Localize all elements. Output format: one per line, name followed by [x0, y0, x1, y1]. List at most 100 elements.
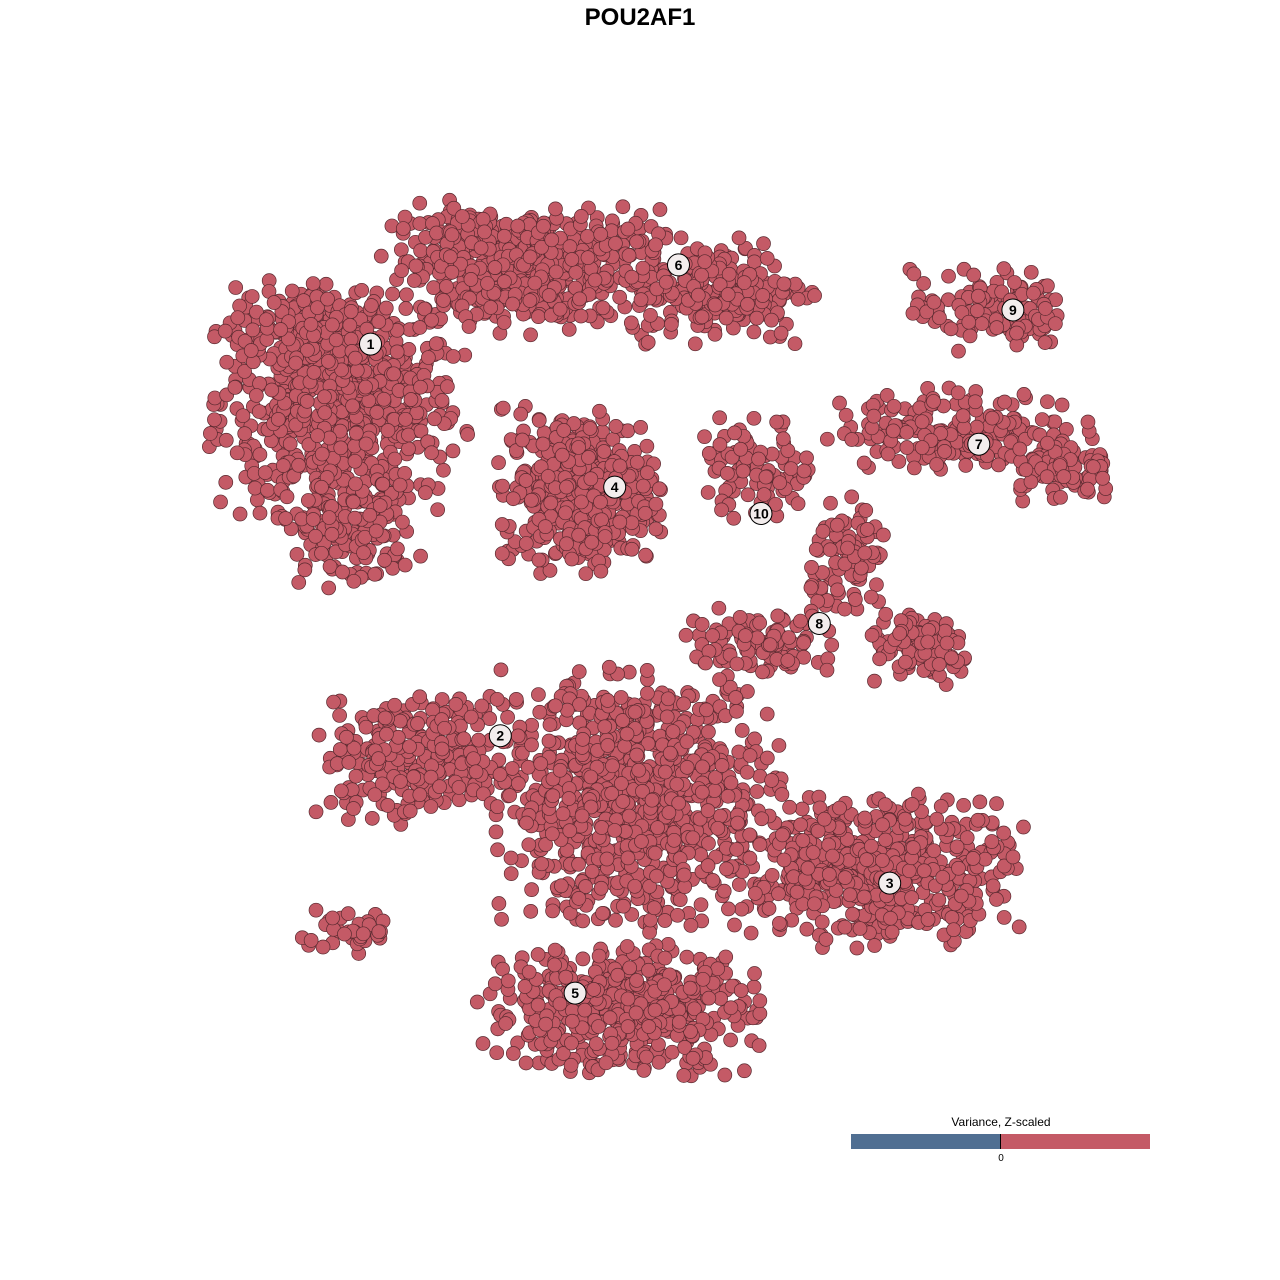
cell-point-cluster-7: [958, 458, 974, 473]
cell-point-cluster-1: [424, 312, 439, 328]
cell-point-cluster-8: [859, 522, 875, 537]
cell-point-cluster-7: [1080, 414, 1096, 430]
cell-point-cluster-3: [793, 817, 809, 833]
cell-point-cluster-6: [697, 254, 713, 270]
cell-point-cluster-3: [931, 892, 947, 908]
cell-point-cluster-6: [439, 279, 454, 294]
cell-point-cluster-4: [518, 536, 534, 551]
cell-point-cluster-9: [970, 288, 986, 304]
cell-point-cluster-5: [701, 724, 716, 740]
cell-point-cluster-5: [564, 1013, 580, 1029]
cell-point-cluster-4: [593, 494, 608, 510]
cell-point-cluster-8: [750, 630, 765, 646]
cell-point-cluster-5: [685, 1050, 701, 1066]
cell-point-cluster-2: [332, 708, 347, 723]
cell-point-cluster-6: [562, 239, 578, 254]
cell-point-cluster-7: [914, 414, 930, 430]
cell-point-cluster-3: [799, 921, 815, 937]
cell-point-cluster-1: [308, 528, 323, 544]
cell-point-cluster-7: [838, 407, 854, 423]
cell-point-cluster-6: [694, 267, 709, 283]
cell-point-cluster-1: [303, 317, 319, 332]
cell-point-cluster-5: [676, 696, 691, 712]
cell-point-cluster-6: [707, 297, 723, 313]
cell-point-cluster-1: [413, 379, 428, 395]
cell-point-cluster-1: [398, 411, 413, 427]
cell-point-cluster-6: [573, 308, 589, 324]
cell-point-cluster-3: [970, 812, 986, 828]
cell-point-cluster-5: [591, 1019, 606, 1034]
cell-point-cluster-10: [751, 451, 766, 467]
cell-point-cluster-10: [746, 410, 762, 426]
cell-point-cluster-9: [969, 303, 985, 318]
cell-point-cluster-5: [660, 936, 676, 952]
cell-point-cluster-7: [955, 408, 971, 424]
cell-point-cluster-4: [633, 420, 648, 435]
cell-point-cluster-5: [547, 957, 562, 973]
cell-point-cluster-6: [573, 209, 589, 224]
cell-point-cluster-6: [463, 272, 479, 287]
cell-point-cluster-7: [991, 457, 1006, 473]
cell-point-cluster-8: [867, 673, 882, 689]
cell-point-cluster-1: [424, 445, 439, 461]
cell-point-cluster-5: [494, 911, 509, 927]
cell-point-cluster-7: [885, 423, 901, 439]
cell-point-cluster-8: [830, 582, 845, 598]
cell-point-cluster-7: [1056, 469, 1072, 484]
cell-point-cluster-10: [783, 461, 799, 477]
cell-point-cluster-4: [574, 494, 589, 510]
cell-point-cluster-5: [752, 993, 768, 1009]
cell-point-cluster-5: [723, 1032, 738, 1048]
cell-point-cluster-6: [522, 249, 538, 265]
cell-point-cluster-10: [726, 510, 742, 526]
cell-point-cluster-3: [904, 890, 919, 905]
cell-point-cluster-6: [756, 236, 771, 251]
cell-point-cluster-1: [408, 258, 424, 274]
cell-point-cluster-4: [583, 471, 599, 487]
cell-point-cluster-10: [740, 487, 756, 503]
cell-point-cluster-1: [318, 276, 334, 292]
cell-point-cluster-6: [523, 327, 538, 343]
cell-point-cluster-8: [863, 589, 879, 605]
cell-point-cluster-5: [491, 896, 507, 911]
cell-point-cluster-10: [719, 465, 735, 481]
cell-point-cluster-8: [738, 628, 753, 643]
cell-point-cluster-7: [1040, 394, 1055, 410]
cell-point-cluster-1: [395, 514, 410, 530]
cell-point-cluster-4: [531, 413, 547, 428]
cell-point-cluster-8: [678, 627, 694, 643]
cell-point-cluster-7: [914, 440, 930, 455]
cell-point-cluster-4: [558, 505, 573, 521]
cell-point-cluster-1: [421, 350, 436, 365]
cell-point-cluster-2: [303, 933, 319, 948]
cell-point-cluster-1: [297, 562, 313, 578]
cell-point-cluster-1: [378, 300, 394, 316]
cell-point-cluster-4: [495, 478, 510, 494]
cell-point-cluster-10: [735, 463, 751, 479]
cell-point-cluster-1: [348, 476, 363, 492]
cell-point-cluster-1: [369, 404, 385, 420]
cell-point-cluster-6: [595, 300, 611, 316]
cell-point-cluster-1: [247, 480, 263, 496]
cell-point-cluster-7: [844, 432, 860, 447]
cell-point-cluster-5: [524, 882, 539, 897]
cell-point-cluster-8: [808, 542, 824, 557]
cell-point-cluster-3: [857, 810, 873, 826]
cell-point-cluster-5: [520, 759, 536, 775]
cell-point-cluster-3: [837, 919, 853, 935]
cell-point-cluster-1: [244, 289, 260, 304]
cell-point-cluster-8: [752, 615, 768, 631]
cell-point-cluster-6: [621, 248, 637, 263]
cell-point-cluster-1: [385, 286, 400, 302]
cell-point-cluster-7: [1040, 435, 1055, 451]
cell-point-cluster-7: [926, 394, 941, 409]
cell-point-cluster-5: [489, 1045, 505, 1061]
cell-point-cluster-2: [325, 910, 340, 926]
cell-point-cluster-1: [260, 482, 275, 498]
cell-point-cluster-8: [872, 651, 887, 667]
cell-point-cluster-5: [771, 738, 787, 753]
cell-point-cluster-4: [494, 517, 510, 532]
cell-point-cluster-2: [474, 698, 490, 714]
cell-point-cluster-1: [320, 291, 335, 307]
cell-point-cluster-3: [816, 811, 832, 827]
